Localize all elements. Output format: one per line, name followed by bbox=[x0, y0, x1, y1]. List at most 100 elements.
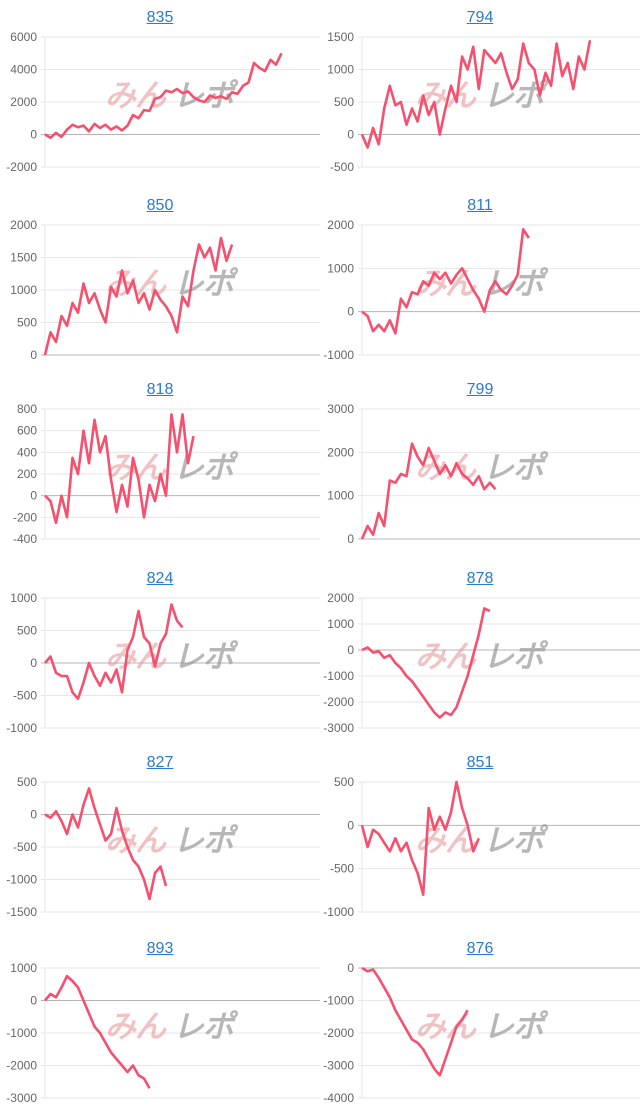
y-tick-label: -1000 bbox=[6, 873, 37, 887]
y-tick-label: 0 bbox=[30, 994, 37, 1008]
y-tick-label: 0 bbox=[347, 961, 354, 975]
y-tick-label: 0 bbox=[347, 532, 354, 546]
series-line bbox=[361, 607, 491, 719]
y-tick-label: 1500 bbox=[327, 30, 354, 44]
chart-title-link[interactable]: 893 bbox=[146, 940, 174, 957]
y-tick-label: 0 bbox=[347, 643, 354, 657]
y-tick-label: -2000 bbox=[323, 695, 354, 709]
y-tick-label: 4000 bbox=[10, 63, 37, 77]
chart-panel: 851 500 0 -500 -1000 みん レポ bbox=[320, 745, 640, 930]
y-tick-label: -400 bbox=[13, 532, 37, 546]
series-layer bbox=[44, 787, 168, 901]
y-tick-label: 500 bbox=[334, 775, 354, 789]
chart-title-link[interactable]: 811 bbox=[467, 197, 493, 214]
y-tick-label: -1000 bbox=[6, 721, 37, 735]
series-layer bbox=[44, 974, 151, 1089]
series-layer bbox=[44, 52, 283, 140]
chart-panel: 878 2000 1000 0 -1000 -2000 -3000 みん レポ bbox=[320, 561, 640, 746]
line-chart: 3000 2000 1000 0 bbox=[327, 402, 640, 546]
y-tick-label: 400 bbox=[17, 445, 37, 459]
y-tick-label: 1000 bbox=[327, 617, 354, 631]
y-tick-label: -500 bbox=[13, 689, 37, 703]
y-tick-label: 2000 bbox=[10, 218, 37, 232]
series-layer bbox=[360, 780, 480, 896]
chart-panel: 827 500 0 -500 -1000 -1500 みん レポ bbox=[0, 745, 320, 930]
chart-panel: 811 2000 1000 0 -1000 みん レポ bbox=[320, 188, 640, 373]
series-line bbox=[360, 780, 480, 896]
y-tick-label: 0 bbox=[30, 348, 37, 362]
y-tick-label: 2000 bbox=[10, 95, 37, 109]
chart-title-link[interactable]: 878 bbox=[466, 570, 494, 587]
line-chart: 2000 1000 0 -1000 bbox=[323, 218, 640, 362]
chart-panel: 876 0 -1000 -2000 -3000 -4000 みん レポ bbox=[320, 931, 640, 1116]
y-tick-label: -500 bbox=[13, 840, 37, 854]
y-tick-label: -2000 bbox=[323, 1026, 354, 1040]
series-layer bbox=[44, 413, 195, 525]
y-tick-label: 1500 bbox=[10, 251, 37, 265]
y-tick-label: -1000 bbox=[323, 669, 354, 683]
y-tick-label: -500 bbox=[330, 862, 354, 876]
line-chart: 500 0 -500 -1000 bbox=[323, 775, 640, 919]
y-tick-label: 2000 bbox=[327, 218, 354, 232]
y-tick-label: 0 bbox=[347, 128, 354, 142]
y-tick-label: 2000 bbox=[327, 445, 354, 459]
y-tick-label: 1000 bbox=[327, 261, 354, 275]
series-line bbox=[361, 227, 530, 335]
line-chart: 2000 1500 1000 500 0 bbox=[10, 218, 320, 362]
y-tick-label: 500 bbox=[17, 775, 37, 789]
y-tick-label: 1000 bbox=[327, 489, 354, 503]
series-layer bbox=[361, 607, 491, 719]
chart-title-link[interactable]: 835 bbox=[146, 9, 174, 26]
series-layer bbox=[43, 236, 234, 356]
series-line bbox=[43, 236, 234, 356]
y-tick-label: -3000 bbox=[323, 1059, 354, 1073]
y-tick-label: 500 bbox=[334, 95, 354, 109]
chart-panel: 893 1000 0 -1000 -2000 -3000 みん レポ bbox=[0, 931, 320, 1116]
line-chart: 500 0 -500 -1000 -1500 bbox=[6, 775, 320, 919]
y-tick-label: 1000 bbox=[10, 283, 37, 297]
y-tick-label: 0 bbox=[347, 305, 354, 319]
series-layer bbox=[361, 227, 530, 335]
line-chart: 2000 1000 0 -1000 -2000 -3000 bbox=[323, 591, 640, 735]
chart-panel: 850 2000 1500 1000 500 0 みん レポ bbox=[0, 188, 320, 373]
series-line bbox=[44, 52, 283, 140]
y-tick-label: 1000 bbox=[10, 961, 37, 975]
y-tick-label: 0 bbox=[347, 818, 354, 832]
line-chart: 0 -1000 -2000 -3000 -4000 bbox=[323, 961, 640, 1105]
chart-panel: 824 1000 500 0 -500 -1000 みん レポ bbox=[0, 561, 320, 746]
line-chart: 1000 500 0 -500 -1000 bbox=[6, 591, 320, 735]
series-layer bbox=[361, 966, 469, 1077]
chart-title-link[interactable]: 799 bbox=[466, 381, 494, 398]
y-tick-label: -500 bbox=[330, 160, 354, 174]
line-chart: 1500 1000 500 0 -500 bbox=[327, 30, 640, 174]
series-line bbox=[44, 603, 184, 701]
y-tick-label: -4000 bbox=[323, 1091, 354, 1105]
y-tick-label: 3000 bbox=[327, 402, 354, 416]
chart-title-link[interactable]: 850 bbox=[146, 197, 174, 214]
y-tick-label: 500 bbox=[17, 624, 37, 638]
chart-title-link[interactable]: 876 bbox=[466, 940, 494, 957]
series-line bbox=[44, 974, 151, 1089]
series-layer bbox=[44, 603, 184, 701]
y-tick-label: 600 bbox=[17, 424, 37, 438]
series-line bbox=[44, 413, 195, 525]
chart-title-link[interactable]: 827 bbox=[146, 754, 174, 771]
y-tick-label: -1000 bbox=[323, 348, 354, 362]
series-layer bbox=[360, 40, 592, 149]
chart-title-link[interactable]: 818 bbox=[146, 381, 174, 398]
chart-panel: 818 800 600 400 200 0 -200 -400 みん レポ bbox=[0, 372, 320, 557]
y-tick-label: 2000 bbox=[327, 591, 354, 605]
y-tick-label: 200 bbox=[17, 467, 37, 481]
y-tick-label: -3000 bbox=[323, 721, 354, 735]
y-tick-label: -1000 bbox=[6, 1026, 37, 1040]
chart-title-link[interactable]: 824 bbox=[146, 570, 174, 587]
y-tick-label: 0 bbox=[30, 656, 37, 670]
chart-title-link[interactable]: 794 bbox=[466, 9, 494, 26]
y-tick-label: 1000 bbox=[327, 63, 354, 77]
series-line bbox=[44, 787, 168, 901]
series-layer bbox=[360, 442, 497, 540]
y-tick-label: -200 bbox=[13, 510, 37, 524]
chart-title-link[interactable]: 851 bbox=[466, 754, 494, 771]
y-tick-label: -2000 bbox=[6, 1059, 37, 1073]
chart-panel: 799 3000 2000 1000 0 みん レポ bbox=[320, 372, 640, 557]
